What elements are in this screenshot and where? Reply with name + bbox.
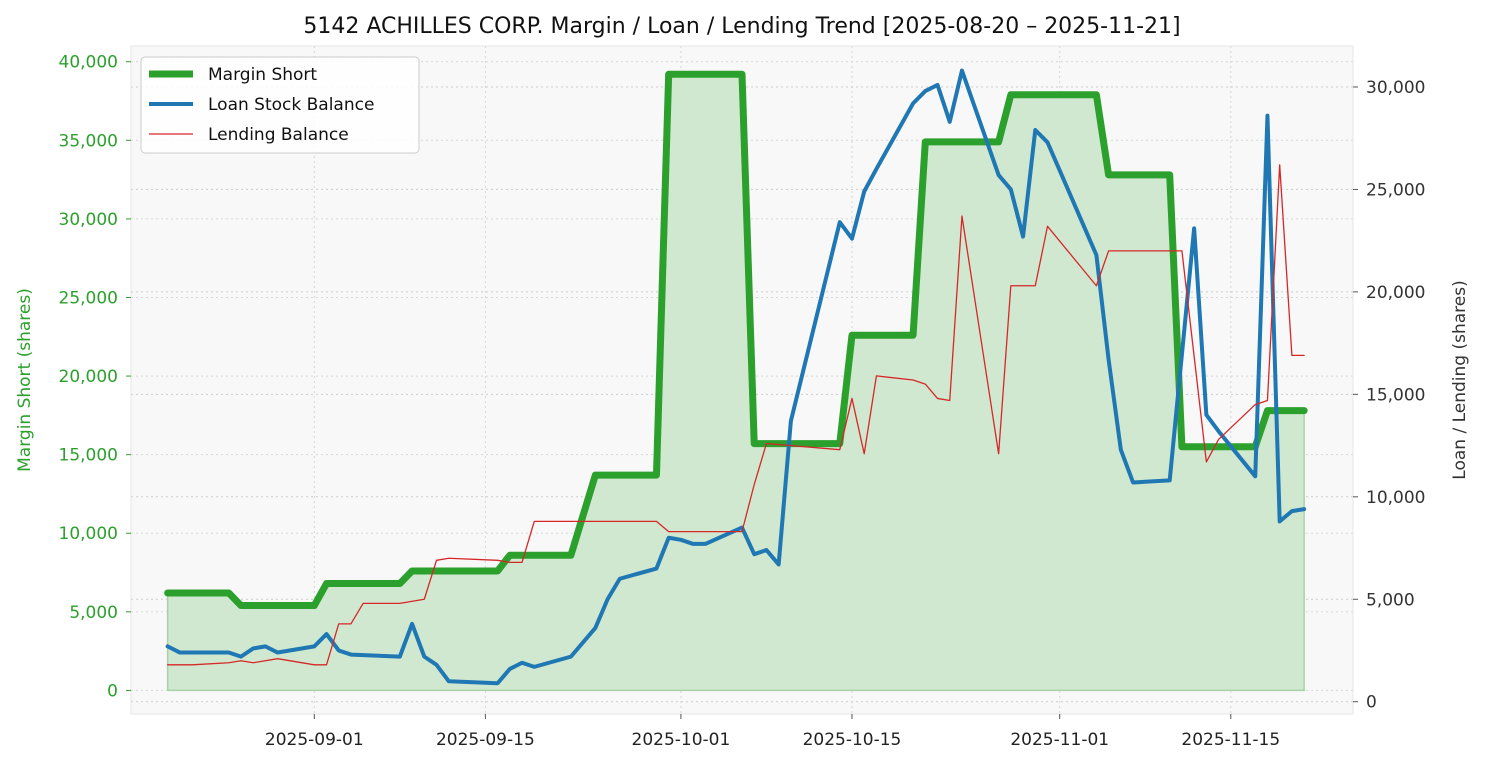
- legend-label: Lending Balance: [208, 125, 349, 145]
- right-tick-label: 5,000: [1366, 590, 1415, 610]
- axes: [130, 45, 1354, 715]
- left-tick-label: 35,000: [59, 131, 118, 151]
- x-tick-label: 2025-11-01: [1010, 730, 1109, 750]
- left-axis-label: Margin Short (shares): [15, 288, 35, 472]
- left-tick-label: 5,000: [69, 603, 118, 623]
- x-tick-label: 2025-09-15: [436, 730, 535, 750]
- margin-short-line: [164, 70, 1308, 610]
- left-tick-label: 20,000: [59, 367, 118, 387]
- right-axis-label: Loan / Lending (shares): [1450, 280, 1470, 479]
- left-tick-label: 40,000: [59, 53, 118, 73]
- right-tick-label: 25,000: [1366, 180, 1425, 200]
- chart-title: 5142 ACHILLES CORP. Margin / Loan / Lend…: [303, 14, 1180, 39]
- loan-stock-balance-line: [165, 68, 1307, 686]
- x-axis-ticks: 2025-09-01 2025-09-15 2025-10-01 2025-10-15…: [265, 714, 1280, 750]
- x-tick-label: 2025-10-15: [803, 730, 902, 750]
- x-tick-label: 2025-11-15: [1181, 730, 1280, 750]
- left-tick-label: 25,000: [59, 288, 118, 308]
- legend-label: Margin Short: [208, 65, 317, 85]
- legend: Margin Short Loan Stock Balance Lending Ba…: [140, 56, 420, 154]
- left-axis-ticks: 0 5,000 10,000 15,000 20,000 25,000 30,000 35,0…: [59, 53, 131, 701]
- series-layer: [164, 68, 1308, 686]
- right-tick-label: 30,000: [1366, 78, 1425, 98]
- x-tick-label: 2025-09-01: [265, 730, 364, 750]
- left-tick-label: 30,000: [59, 210, 118, 230]
- lending-balance-line: [167, 164, 1305, 666]
- right-tick-label: 0: [1366, 693, 1377, 713]
- left-tick-label: 0: [107, 681, 118, 701]
- right-tick-label: 15,000: [1366, 385, 1425, 405]
- x-tick-label: 2025-10-01: [632, 730, 731, 750]
- right-axis-ticks: 0 5,000 10,000 15,000 20,000 25,000 30,000: [1353, 78, 1425, 713]
- legend-box: [140, 56, 420, 154]
- left-tick-label: 10,000: [59, 524, 118, 544]
- right-tick-label: 20,000: [1366, 283, 1425, 303]
- left-tick-label: 15,000: [59, 446, 118, 466]
- legend-label: Loan Stock Balance: [208, 95, 374, 115]
- right-tick-label: 10,000: [1366, 488, 1425, 508]
